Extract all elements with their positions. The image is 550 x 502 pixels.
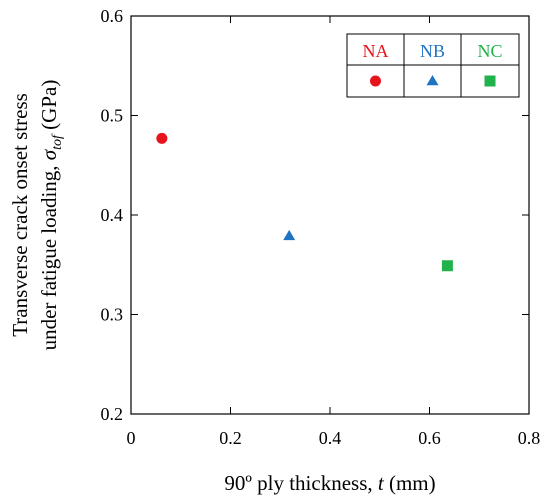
data-point-nb [283,229,296,241]
x-tick-label: 0.6 [418,428,441,448]
x-tick-label: 0.2 [219,428,242,448]
legend-marker-na [370,75,381,87]
legend-marker-nc [484,75,496,87]
y-axis-label-line1: Transverse crack onset stress [8,93,32,337]
y-tick-label: 0.3 [101,305,124,325]
x-tick-label: 0.8 [518,428,541,448]
y-tick-label: 0.2 [101,404,124,424]
y-tick-label: 0.4 [101,205,124,225]
data-point-na [156,132,168,144]
legend-label-nc: NC [477,41,502,61]
data-points [156,132,453,272]
legend: NA NB NC [346,33,520,98]
legend-marker-nb [426,75,439,86]
x-axis-ticks: 0 0.2 0.4 0.6 0.8 [127,16,541,448]
data-point-nc [441,260,453,272]
x-tick-label: 0 [127,428,136,448]
y-axis-label-line2: under fatigue loading, σtof (GPa) [37,80,65,351]
y-axis-ticks: 0.2 0.3 0.4 0.5 0.6 [101,6,529,424]
legend-label-na: NA [363,41,389,61]
legend-label-nb: NB [420,41,445,61]
y-tick-label: 0.5 [101,106,124,126]
x-axis-label: 90º ply thickness, t (mm) [224,471,435,495]
y-tick-label: 0.6 [101,6,124,26]
plot-area: 0 0.2 0.4 0.6 0.8 0.20.30.40.50.6 [101,6,541,448]
x-tick-label: 0.4 [319,428,342,448]
legend-items: NA NB NC [363,41,503,87]
y-axis-label: Transverse crack onset stress under fati… [8,80,65,351]
